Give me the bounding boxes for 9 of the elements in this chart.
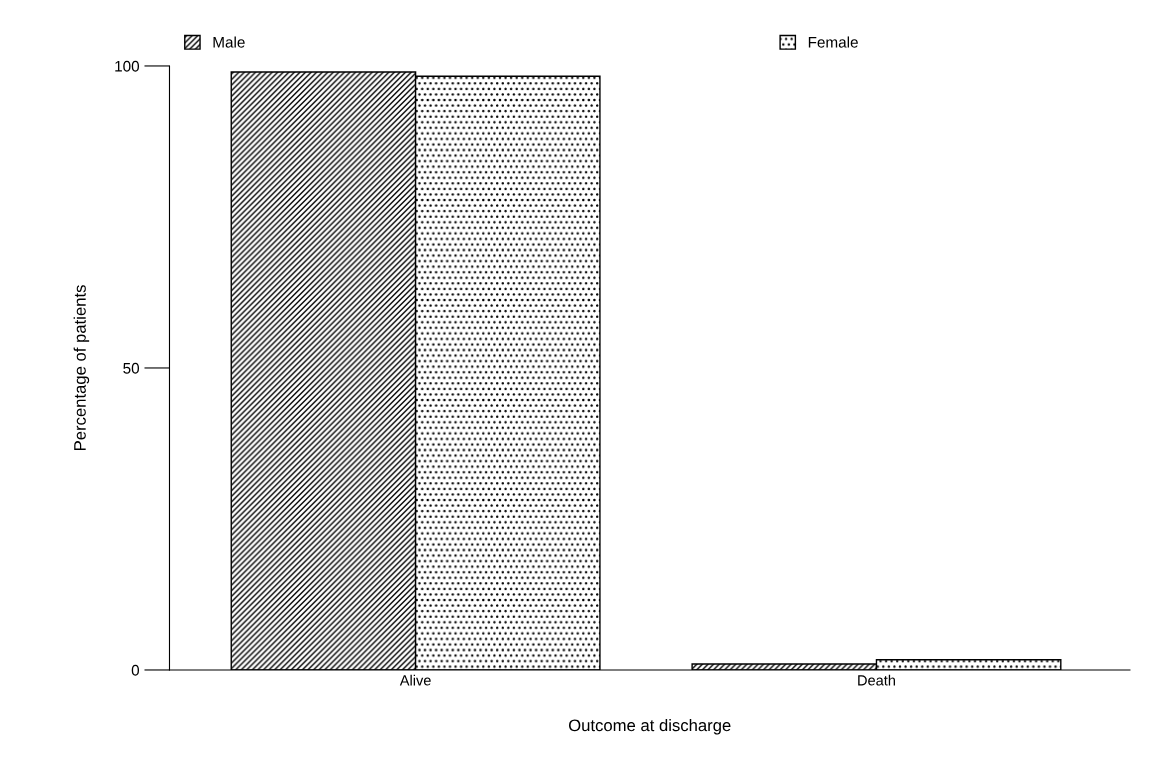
y-axis-title: Percentage of patients: [73, 285, 90, 450]
x-tick-label: Alive: [399, 674, 431, 686]
legend-label: Female: [808, 36, 858, 48]
x-axis-title: Outcome at discharge: [568, 718, 731, 735]
y-tick-label: 0: [131, 664, 140, 676]
y-tick-label: 50: [123, 362, 140, 374]
x-tick-label: Death: [858, 674, 895, 686]
legend-label: Male: [213, 36, 245, 48]
y-tick-label: 100: [115, 60, 140, 72]
